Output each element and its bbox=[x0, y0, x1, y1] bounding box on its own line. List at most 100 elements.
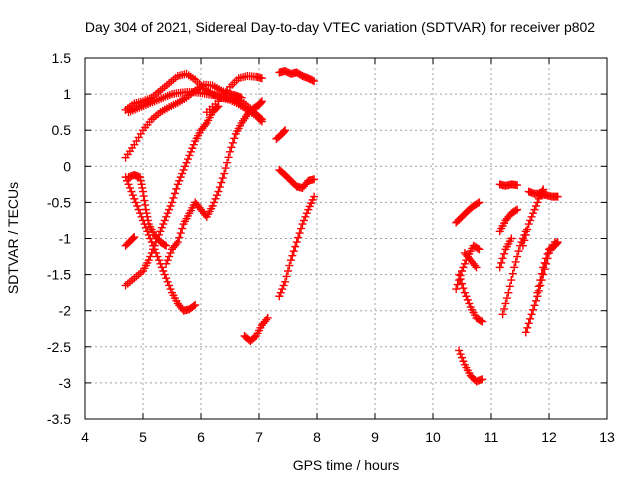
data-point bbox=[257, 97, 266, 106]
data-point bbox=[137, 180, 146, 189]
x-tick-label: 7 bbox=[255, 429, 263, 445]
data-point bbox=[463, 295, 472, 304]
data-point bbox=[279, 128, 288, 137]
data-point bbox=[513, 252, 522, 261]
data-point bbox=[230, 134, 239, 143]
data-point bbox=[173, 180, 182, 189]
data-point bbox=[127, 187, 136, 196]
data-point bbox=[160, 216, 169, 225]
data-point bbox=[218, 174, 227, 183]
x-tick-label: 8 bbox=[313, 429, 321, 445]
data-point bbox=[455, 270, 464, 279]
data-point bbox=[256, 99, 265, 108]
data-point bbox=[475, 245, 484, 254]
data-point bbox=[186, 147, 195, 156]
data-point bbox=[175, 233, 184, 242]
data-point bbox=[500, 304, 509, 313]
data-point bbox=[123, 176, 132, 185]
data-point bbox=[543, 249, 552, 258]
series-arc-19 bbox=[460, 248, 481, 272]
data-point bbox=[201, 120, 210, 129]
data-point bbox=[553, 238, 562, 247]
data-point bbox=[282, 272, 291, 281]
data-point bbox=[181, 162, 190, 171]
data-point bbox=[518, 241, 527, 250]
data-point bbox=[188, 144, 197, 153]
data-point bbox=[226, 147, 234, 156]
data-point bbox=[134, 205, 143, 214]
series-arc-11 bbox=[275, 192, 319, 301]
data-point bbox=[501, 299, 510, 308]
data-point bbox=[214, 102, 223, 111]
data-point bbox=[172, 239, 181, 248]
data-point bbox=[524, 319, 533, 328]
data-point bbox=[458, 279, 466, 288]
data-point bbox=[465, 299, 474, 308]
data-point bbox=[513, 181, 522, 190]
data-point bbox=[162, 259, 171, 268]
data-point bbox=[191, 300, 200, 309]
y-tick-label: 0.5 bbox=[52, 122, 72, 138]
data-point bbox=[507, 276, 516, 285]
y-tick-label: -2.5 bbox=[47, 339, 71, 355]
data-point bbox=[460, 259, 469, 268]
data-point bbox=[166, 248, 175, 257]
data-point bbox=[507, 234, 516, 243]
data-point bbox=[511, 206, 520, 215]
data-point bbox=[459, 284, 468, 293]
data-point bbox=[141, 201, 150, 210]
data-point bbox=[459, 263, 468, 272]
data-point bbox=[165, 205, 174, 214]
y-tick-label: -3 bbox=[59, 375, 72, 391]
data-point bbox=[221, 164, 230, 173]
data-point bbox=[131, 198, 140, 207]
data-point bbox=[289, 247, 298, 256]
data-point bbox=[237, 93, 246, 102]
data-point bbox=[452, 285, 461, 294]
data-point bbox=[530, 301, 539, 310]
x-tick-label: 6 bbox=[197, 429, 205, 445]
data-point bbox=[531, 202, 540, 211]
data-point bbox=[521, 328, 530, 337]
data-point bbox=[220, 169, 229, 178]
data-point bbox=[302, 209, 311, 218]
data-point bbox=[511, 257, 520, 266]
series-arc-17 bbox=[455, 346, 487, 386]
data-point bbox=[497, 258, 506, 267]
data-point bbox=[295, 229, 304, 238]
series-arc-21 bbox=[495, 180, 522, 190]
data-point bbox=[453, 280, 462, 289]
data-point bbox=[163, 277, 172, 286]
plot-frame bbox=[84, 57, 608, 420]
data-point bbox=[310, 192, 319, 201]
data-point bbox=[160, 240, 169, 249]
x-tick-label: 5 bbox=[139, 429, 147, 445]
data-point bbox=[173, 238, 182, 247]
data-point bbox=[526, 216, 535, 225]
data-point bbox=[529, 209, 538, 218]
data-point bbox=[189, 140, 198, 149]
x-tick-label: 13 bbox=[599, 429, 615, 445]
data-point bbox=[150, 245, 159, 254]
data-point bbox=[529, 305, 538, 314]
data-point bbox=[533, 288, 542, 297]
y-tick-label: -1.5 bbox=[47, 267, 71, 283]
series-arc-15 bbox=[452, 198, 484, 227]
data-point bbox=[228, 138, 237, 147]
data-point bbox=[170, 189, 179, 198]
data-point bbox=[143, 227, 152, 236]
data-point bbox=[476, 316, 485, 325]
data-point bbox=[182, 158, 191, 167]
data-point bbox=[301, 212, 310, 221]
data-point bbox=[136, 173, 145, 182]
series-arc-7 bbox=[124, 170, 171, 250]
data-point bbox=[475, 198, 484, 207]
data-point bbox=[310, 175, 319, 184]
data-point bbox=[553, 192, 562, 201]
data-point bbox=[189, 302, 198, 311]
data-point bbox=[500, 249, 509, 258]
data-point bbox=[498, 310, 507, 319]
data-point bbox=[523, 225, 532, 234]
data-point bbox=[159, 220, 168, 229]
data-point bbox=[165, 252, 174, 261]
